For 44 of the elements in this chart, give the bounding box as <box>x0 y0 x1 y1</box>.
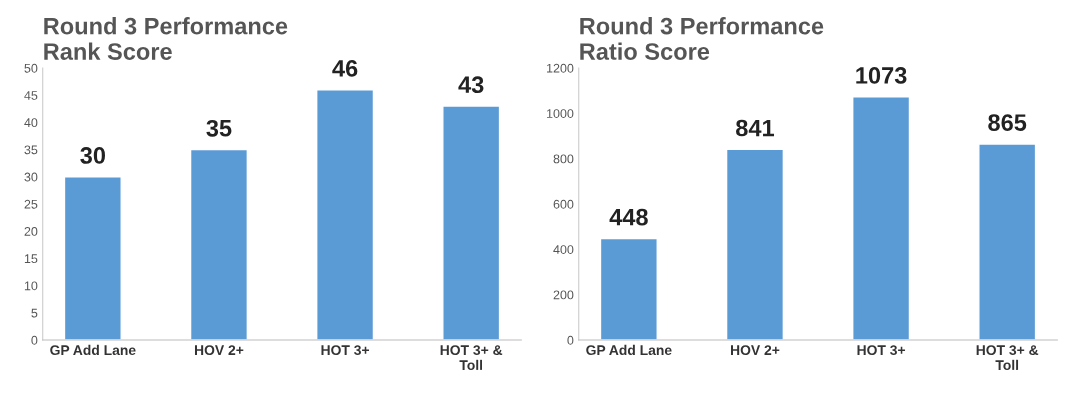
x-tick-label: GP Add Lane <box>586 344 672 356</box>
chart-title: Round 3 Performance Ratio Score <box>580 17 824 60</box>
x-tick-label: HOT 3+ <box>321 345 370 356</box>
y-tick-label: 30 <box>24 172 38 182</box>
bar <box>315 89 375 340</box>
data-label: 30 <box>80 147 106 164</box>
y-tick-label: 20 <box>24 227 38 236</box>
y-tick-label: 200 <box>553 290 574 300</box>
y-tick-label: 25 <box>24 199 38 209</box>
bar <box>189 148 249 340</box>
y-tick-label: 1000 <box>547 109 574 118</box>
bar <box>725 148 785 340</box>
x-tick-label: HOT 3+ <box>857 345 906 356</box>
data-label: 1073 <box>856 67 907 84</box>
y-tick-label: 0 <box>31 335 38 345</box>
y-tick-label: 0 <box>567 335 574 345</box>
bar <box>63 176 122 340</box>
data-label: 448 <box>609 208 648 226</box>
data-label: 46 <box>332 60 358 77</box>
x-tick-label: GP Add Lane <box>50 344 136 356</box>
y-tick-label: 400 <box>553 245 574 254</box>
y-tick-label: 800 <box>553 154 574 164</box>
bar <box>852 96 911 340</box>
y-tick-label: 40 <box>24 118 38 128</box>
data-label: 35 <box>206 119 232 137</box>
chart-title: Round 3 Performance Rank Score <box>44 17 288 60</box>
y-tick-label: 50 <box>24 63 38 73</box>
x-tick-label: HOV 2+ <box>731 345 780 356</box>
x-tick-label: HOT 3+ & Toll <box>440 345 503 371</box>
x-tick-label: HOT 3+ & Toll <box>976 345 1039 371</box>
bar <box>978 143 1037 340</box>
data-label: 865 <box>988 114 1027 131</box>
y-tick-label: 35 <box>24 145 38 155</box>
y-tick-label: 5 <box>31 308 38 318</box>
bar <box>599 237 658 340</box>
data-label: 841 <box>736 119 775 137</box>
y-tick-label: 10 <box>24 281 38 291</box>
y-tick-label: 45 <box>24 91 38 100</box>
y-tick-label: 15 <box>24 254 38 264</box>
data-label: 43 <box>458 76 484 94</box>
y-tick-label: 1200 <box>547 63 574 73</box>
x-tick-label: HOV 2+ <box>194 345 244 356</box>
y-tick-label: 600 <box>553 199 574 209</box>
bar <box>442 105 501 340</box>
